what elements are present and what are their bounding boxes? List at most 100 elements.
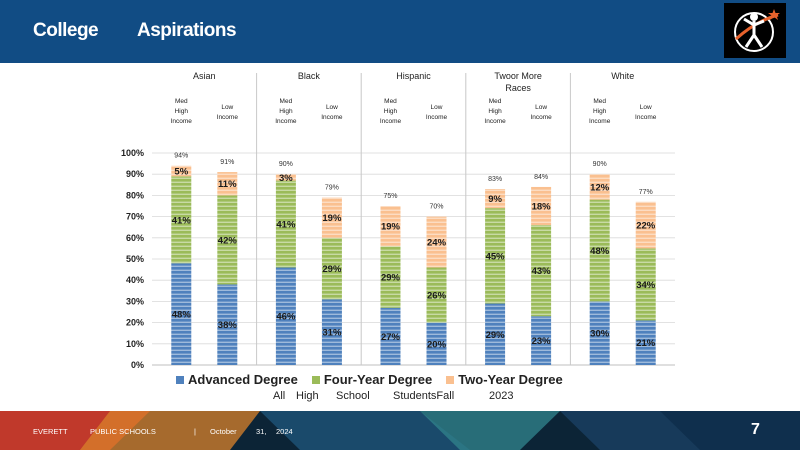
subtitle-word-4: StudentsFall xyxy=(393,390,455,402)
bar-segment xyxy=(485,303,506,365)
subtitle-word-3: School xyxy=(336,390,370,402)
segment-label: 24% xyxy=(427,238,447,249)
income-label: Med xyxy=(593,98,606,105)
income-label: Med xyxy=(280,98,293,105)
graduate-figure-logo-icon xyxy=(724,3,786,58)
bar-total-label: 91% xyxy=(220,159,234,166)
segment-label: 48% xyxy=(590,246,610,257)
bar-segment xyxy=(217,284,238,365)
segment-label: 29% xyxy=(486,330,506,341)
y-tick-label: 60% xyxy=(126,233,144,243)
income-label: High xyxy=(593,108,607,115)
bar-total-label: 83% xyxy=(488,176,502,183)
income-label: Med xyxy=(175,98,188,105)
income-label: Income xyxy=(275,118,297,125)
group-label: Black xyxy=(298,71,321,81)
y-tick-label: 20% xyxy=(126,318,144,328)
bar-segment xyxy=(321,299,342,365)
segment-label: 48% xyxy=(172,310,192,321)
segment-label: 9% xyxy=(488,194,502,205)
y-tick-label: 80% xyxy=(126,190,144,200)
segment-label: 21% xyxy=(636,338,656,349)
bar-segment xyxy=(426,322,447,365)
bar-total-label: 75% xyxy=(383,193,397,200)
segment-label: 45% xyxy=(486,251,506,262)
group-label: Twoor More xyxy=(494,71,542,81)
footer-bar: EVERETT PUBLIC SCHOOLS | October 31, 202… xyxy=(0,411,800,450)
y-tick-label: 10% xyxy=(126,339,144,349)
bar-segment xyxy=(380,206,401,247)
bar-segment xyxy=(531,186,552,226)
footer-day: 31, xyxy=(256,427,267,436)
income-label: Med xyxy=(489,98,502,105)
bar-segment xyxy=(321,197,342,238)
income-label: Med xyxy=(384,98,397,105)
subtitle-word-2: High xyxy=(296,390,319,402)
bar-segment xyxy=(171,176,192,264)
footer-month: October xyxy=(210,427,237,436)
income-label: High xyxy=(488,108,502,115)
segment-label: 3% xyxy=(279,173,293,184)
bar-segment xyxy=(380,246,401,308)
segment-label: 5% xyxy=(174,167,188,178)
segment-label: 42% xyxy=(218,235,238,246)
income-label: Income xyxy=(217,114,239,121)
chart-legend: Advanced Degree Four-Year Degree Two-Yea… xyxy=(176,372,563,387)
income-label: Income xyxy=(426,114,448,121)
income-label: Income xyxy=(635,114,657,121)
bar-total-label: 90% xyxy=(279,161,293,168)
y-tick-label: 100% xyxy=(121,148,144,158)
footer-separator: | xyxy=(194,427,196,436)
group-label: White xyxy=(611,71,634,81)
subtitle-word-5: 2023 xyxy=(489,390,514,402)
bar-total-label: 77% xyxy=(639,189,653,196)
segment-label: 12% xyxy=(590,182,610,193)
segment-label: 43% xyxy=(532,266,552,277)
income-label: Income xyxy=(484,118,506,125)
segment-label: 20% xyxy=(427,339,447,350)
income-label: Low xyxy=(535,104,547,111)
income-label: Low xyxy=(431,104,443,111)
bar-total-label: 79% xyxy=(325,185,339,192)
page-number: 7 xyxy=(751,421,760,438)
income-label: Income xyxy=(171,118,193,125)
bar-segment xyxy=(171,165,192,177)
segment-label: 41% xyxy=(172,215,192,226)
gridlines xyxy=(152,152,675,366)
bar-segment xyxy=(485,189,506,209)
footer-decoration xyxy=(0,411,800,450)
bars xyxy=(171,165,656,365)
legend-item-advanced: Advanced Degree xyxy=(176,372,298,387)
segment-label: 30% xyxy=(590,329,610,340)
bar-segment xyxy=(171,263,192,365)
two-year-swatch xyxy=(446,375,455,384)
bar-segment xyxy=(589,199,610,302)
bar-segment xyxy=(635,248,656,321)
income-label: Income xyxy=(589,118,611,125)
bar-segment xyxy=(589,174,610,200)
labels: Asian Black Hispanic Twoor More Races White 48… xyxy=(171,71,657,350)
legend-item-four-year: Four-Year Degree xyxy=(311,372,433,387)
title-bar: College Aspirations xyxy=(0,0,800,63)
legend-label-four-year: Four-Year Degree xyxy=(323,372,433,387)
income-label: Income xyxy=(530,114,552,121)
legend-item-two-year: Two-Year Degree xyxy=(446,372,563,387)
bar-segment xyxy=(380,307,401,365)
slide-title-word-2: Aspirations xyxy=(137,20,237,41)
bar-segment xyxy=(426,216,447,268)
bar-segment xyxy=(485,208,506,304)
segment-label: 27% xyxy=(381,332,401,343)
footer-year: 2024 xyxy=(276,427,293,436)
segment-label: 18% xyxy=(532,202,552,213)
segment-label: 19% xyxy=(381,222,401,233)
footer-org-1: EVERETT xyxy=(33,427,68,436)
income-label: Income xyxy=(321,114,343,121)
bar-segment xyxy=(275,174,296,181)
bar-segment xyxy=(531,316,552,365)
income-label: Low xyxy=(221,104,233,111)
segment-label: 26% xyxy=(427,291,447,302)
footer-org-2: PUBLIC SCHOOLS xyxy=(90,427,156,436)
y-tick-label: 40% xyxy=(126,275,144,285)
segment-label: 31% xyxy=(322,328,342,339)
segment-label: 23% xyxy=(532,336,552,347)
